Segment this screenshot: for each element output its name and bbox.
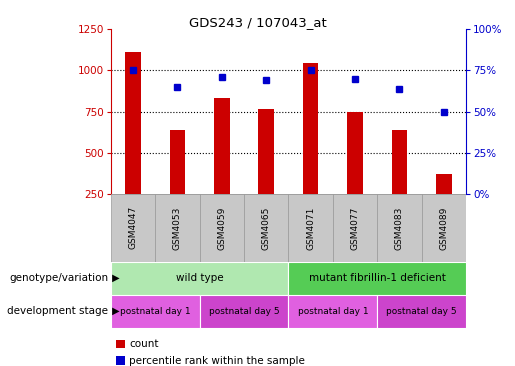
Bar xyxy=(392,130,407,235)
Text: count: count xyxy=(129,339,159,349)
Text: postnatal day 5: postnatal day 5 xyxy=(209,307,279,315)
Text: GSM4047: GSM4047 xyxy=(128,206,138,250)
Bar xyxy=(125,52,141,235)
Bar xyxy=(200,295,288,328)
Bar xyxy=(333,194,377,262)
Text: postnatal day 5: postnatal day 5 xyxy=(386,307,457,315)
Bar xyxy=(214,98,230,235)
Text: mutant fibrillin-1 deficient: mutant fibrillin-1 deficient xyxy=(309,273,445,283)
Text: wild type: wild type xyxy=(176,273,224,283)
Text: postnatal day 1: postnatal day 1 xyxy=(120,307,191,315)
Text: GSM4053: GSM4053 xyxy=(173,206,182,250)
Text: genotype/variation: genotype/variation xyxy=(9,273,108,283)
Bar xyxy=(422,194,466,262)
Bar xyxy=(377,194,422,262)
Bar xyxy=(169,130,185,235)
Text: GSM4077: GSM4077 xyxy=(351,206,359,250)
Bar xyxy=(436,174,452,235)
Bar xyxy=(288,194,333,262)
Text: GSM4071: GSM4071 xyxy=(306,206,315,250)
Text: ▶: ▶ xyxy=(109,273,120,283)
Text: GSM4089: GSM4089 xyxy=(439,206,449,250)
Bar xyxy=(288,295,377,328)
Bar xyxy=(303,63,318,235)
Text: GSM4065: GSM4065 xyxy=(262,206,271,250)
Bar xyxy=(288,262,466,295)
Bar xyxy=(347,112,363,235)
Text: postnatal day 1: postnatal day 1 xyxy=(298,307,368,315)
Text: development stage: development stage xyxy=(7,306,108,316)
Bar xyxy=(200,194,244,262)
Bar xyxy=(259,109,274,235)
Text: ▶: ▶ xyxy=(109,306,120,316)
Bar xyxy=(111,295,200,328)
Text: GSM4083: GSM4083 xyxy=(395,206,404,250)
Bar xyxy=(377,295,466,328)
Bar xyxy=(155,194,200,262)
Text: GDS243 / 107043_at: GDS243 / 107043_at xyxy=(188,16,327,30)
Text: percentile rank within the sample: percentile rank within the sample xyxy=(129,355,305,366)
Bar xyxy=(111,262,288,295)
Text: GSM4059: GSM4059 xyxy=(217,206,226,250)
Bar xyxy=(244,194,288,262)
Bar xyxy=(111,194,155,262)
